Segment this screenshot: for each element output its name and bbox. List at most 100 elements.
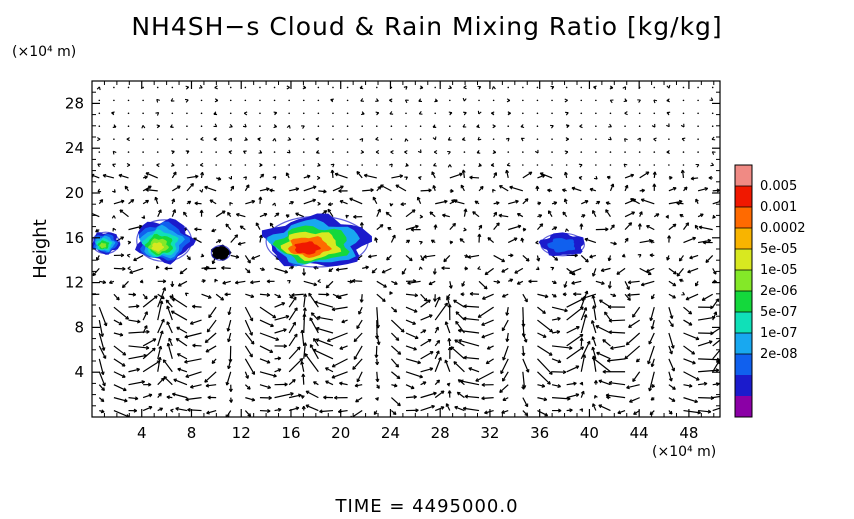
wind-vector-head xyxy=(356,325,360,330)
wind-vector-head xyxy=(484,410,488,415)
wind-vector xyxy=(142,360,161,373)
wind-vector-head xyxy=(569,270,573,275)
cloud-contour xyxy=(99,242,107,249)
wind-vector-head xyxy=(484,271,489,276)
wind-vector-head xyxy=(630,173,635,178)
wind-vector-head xyxy=(492,124,496,129)
wind-vector-head xyxy=(672,294,676,299)
wind-vector-head xyxy=(327,202,332,207)
vector-dot xyxy=(697,99,699,102)
wind-vector-head xyxy=(432,271,437,275)
wind-vector-head xyxy=(454,405,458,410)
wind-vector-head xyxy=(548,352,553,356)
wind-vector-head xyxy=(243,111,248,116)
wind-vector-head xyxy=(509,185,513,190)
wind-vector-head xyxy=(227,311,232,316)
vector-dot xyxy=(302,99,305,102)
wind-vector xyxy=(566,297,585,308)
wind-vector-head xyxy=(694,399,699,404)
wind-vector xyxy=(339,345,348,350)
wind-vector-head xyxy=(185,150,190,155)
wind-vector xyxy=(625,332,641,346)
wind-vector-head xyxy=(575,365,580,370)
wind-vector xyxy=(683,371,700,381)
wind-vector-head xyxy=(463,355,467,360)
wind-vector xyxy=(190,384,202,388)
vector-dot xyxy=(668,164,670,166)
wind-vector-head xyxy=(459,238,464,242)
wind-vector xyxy=(194,228,202,231)
wind-vector-head xyxy=(680,123,685,128)
wind-vector xyxy=(551,358,562,363)
wind-vector-head xyxy=(550,124,554,129)
wind-vector xyxy=(405,358,421,364)
wind-vector xyxy=(157,357,161,372)
wind-vector-head xyxy=(166,321,171,325)
wind-vector-head xyxy=(571,280,575,285)
wind-vector-head xyxy=(100,409,105,414)
wind-vector xyxy=(98,384,105,391)
wind-vector-head xyxy=(111,111,115,116)
vector-dot xyxy=(551,99,553,102)
wind-vector-head xyxy=(247,259,251,264)
wind-vector xyxy=(566,382,577,386)
wind-vector-head xyxy=(623,98,628,103)
wind-vector-head xyxy=(226,327,231,332)
vector-dot xyxy=(551,138,553,140)
wind-vector-head xyxy=(351,278,356,283)
vector-dot xyxy=(419,164,422,166)
vector-dot xyxy=(273,164,276,166)
wind-vector-head xyxy=(295,212,299,217)
wind-vector-head xyxy=(287,136,292,141)
wind-vector-head xyxy=(697,410,701,415)
wind-vector-head xyxy=(221,210,226,215)
wind-vector-head xyxy=(397,351,402,355)
wind-vector xyxy=(668,384,676,390)
wind-vector-head xyxy=(166,342,171,347)
wind-vector-head xyxy=(443,258,448,263)
cloud-edge xyxy=(210,245,231,261)
wind-vector xyxy=(209,199,217,205)
wind-vector-head xyxy=(326,338,331,343)
wind-vector xyxy=(173,378,188,386)
vector-dot xyxy=(522,112,524,115)
wind-vector-head xyxy=(498,185,503,189)
vector-dot xyxy=(536,112,539,115)
wind-vector xyxy=(128,345,150,349)
wind-vector xyxy=(456,391,465,399)
wind-vector xyxy=(113,371,126,378)
colorbar-label: 5e-05 xyxy=(760,242,798,257)
wind-vector-head xyxy=(462,97,467,102)
wind-vector-head xyxy=(393,383,398,388)
wind-vector-head xyxy=(127,240,132,245)
vector-dot xyxy=(259,112,261,115)
wind-vector-head xyxy=(300,361,305,365)
wind-vector-head xyxy=(335,267,340,272)
wind-vector-head xyxy=(477,136,482,141)
wind-vector-head xyxy=(404,99,409,104)
wind-vector-head xyxy=(176,185,181,190)
wind-vector-head xyxy=(112,124,117,128)
wind-vector xyxy=(455,311,465,321)
wind-vector xyxy=(668,223,677,231)
wind-vector-head xyxy=(340,185,344,190)
wind-vector xyxy=(157,300,163,321)
wind-vector xyxy=(288,358,304,373)
wind-vector-head xyxy=(542,334,547,338)
wind-vector xyxy=(360,294,363,303)
wind-vector-head xyxy=(386,256,390,261)
wind-vector-head xyxy=(171,150,175,155)
vector-dot xyxy=(638,125,641,128)
wind-vector-head xyxy=(356,378,361,383)
wind-vector xyxy=(245,293,254,298)
wind-vector-head xyxy=(145,187,149,192)
wind-vector-head xyxy=(375,98,379,102)
wind-vector-head xyxy=(127,266,131,271)
wind-vector xyxy=(464,395,480,399)
wind-vector-head xyxy=(334,172,339,177)
wind-vector-head xyxy=(383,284,387,288)
vector-dot xyxy=(171,86,174,89)
wind-vector xyxy=(358,306,363,315)
wind-vector xyxy=(592,403,597,411)
wind-vector-head xyxy=(395,337,400,341)
